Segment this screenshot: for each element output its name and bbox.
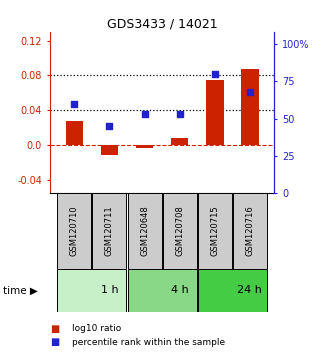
Bar bbox=[233, 193, 267, 269]
Text: 1 h: 1 h bbox=[100, 285, 118, 295]
Text: GSM120710: GSM120710 bbox=[70, 206, 79, 256]
Bar bbox=[101, 145, 118, 155]
Point bbox=[212, 71, 217, 77]
Text: 4 h: 4 h bbox=[171, 285, 188, 295]
Bar bbox=[57, 193, 91, 269]
Text: 24 h: 24 h bbox=[238, 285, 262, 295]
Point bbox=[177, 111, 182, 117]
Point bbox=[247, 89, 252, 95]
Point bbox=[142, 111, 147, 117]
Text: ■: ■ bbox=[50, 337, 59, 347]
Bar bbox=[198, 193, 232, 269]
Text: GSM120716: GSM120716 bbox=[245, 206, 254, 256]
Text: GSM120715: GSM120715 bbox=[210, 206, 219, 256]
Text: log10 ratio: log10 ratio bbox=[72, 324, 121, 333]
Text: percentile rank within the sample: percentile rank within the sample bbox=[72, 338, 225, 347]
Text: time ▶: time ▶ bbox=[3, 285, 38, 295]
Bar bbox=[163, 193, 197, 269]
Text: GSM120708: GSM120708 bbox=[175, 206, 184, 256]
Bar bbox=[206, 80, 223, 145]
Bar bbox=[65, 121, 83, 145]
Bar bbox=[171, 138, 188, 145]
Point bbox=[72, 101, 77, 107]
Bar bbox=[57, 269, 126, 312]
Text: GSM120648: GSM120648 bbox=[140, 206, 149, 256]
Title: GDS3433 / 14021: GDS3433 / 14021 bbox=[107, 18, 217, 31]
Bar bbox=[198, 269, 267, 312]
Text: ■: ■ bbox=[50, 324, 59, 333]
Bar bbox=[241, 69, 259, 145]
Bar bbox=[127, 193, 161, 269]
Bar bbox=[136, 145, 153, 148]
Text: GSM120711: GSM120711 bbox=[105, 206, 114, 256]
Bar bbox=[92, 193, 126, 269]
Point bbox=[107, 123, 112, 129]
Bar bbox=[127, 269, 197, 312]
